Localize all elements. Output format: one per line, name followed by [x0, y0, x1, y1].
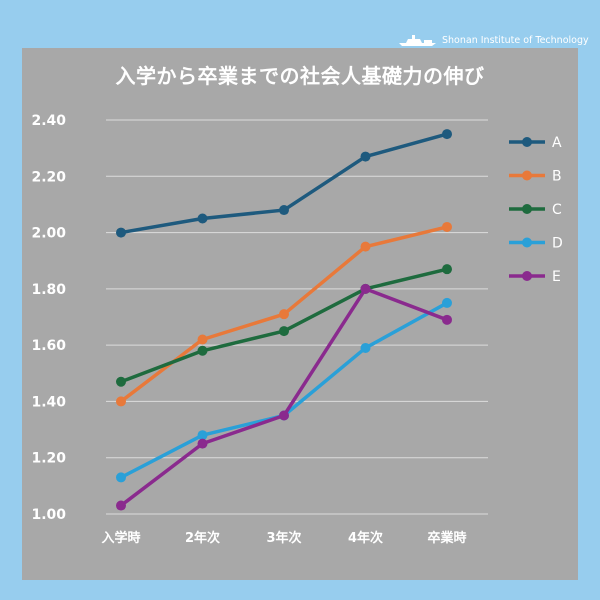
data-point-A: [279, 205, 289, 216]
data-point-D: [360, 342, 371, 353]
x-tick-label: 2年次: [185, 530, 220, 546]
data-point-C: [442, 264, 452, 275]
series-line-E: [119, 287, 449, 508]
data-point-D: [116, 472, 126, 483]
y-tick-label: 1.40: [31, 394, 66, 410]
legend-label-A: A: [552, 135, 562, 151]
legend-marker-D: [522, 237, 532, 248]
legend-label-B: B: [552, 169, 562, 185]
data-point-B: [360, 241, 371, 252]
data-point-C: [116, 376, 126, 387]
x-tick-label: 卒業時: [427, 530, 466, 546]
data-point-B: [279, 309, 289, 320]
legend-marker-B: [522, 170, 532, 181]
legend-marker-A: [522, 137, 532, 147]
series-line-A: [119, 132, 449, 235]
data-point-A: [360, 151, 371, 162]
legend-label-C: C: [552, 202, 562, 218]
y-tick-label: 1.20: [31, 451, 66, 467]
data-point-E: [116, 500, 126, 511]
legend-marker-C: [522, 204, 532, 214]
data-point-C: [279, 326, 289, 337]
y-tick-label: 2.40: [31, 113, 66, 129]
y-tick-label: 1.80: [31, 282, 66, 298]
data-point-E: [360, 283, 371, 294]
data-point-B: [442, 221, 452, 232]
brand-name: Shonan Institute of Technology: [442, 34, 589, 46]
data-point-E: [442, 314, 452, 325]
data-point-C: [197, 345, 208, 356]
data-point-E: [197, 438, 208, 449]
data-point-A: [442, 129, 452, 140]
legend-marker-E: [522, 271, 532, 281]
x-tick-label: 入学時: [101, 530, 140, 546]
data-point-B: [197, 334, 208, 345]
y-tick-label: 2.00: [31, 226, 66, 242]
legend-label-E: E: [552, 269, 561, 285]
y-tick-label: 1.60: [31, 338, 66, 354]
x-tick-label: 3年次: [266, 530, 301, 546]
data-point-D: [442, 297, 452, 308]
series-line-C: [119, 267, 449, 384]
legend-label-D: D: [552, 236, 563, 252]
data-point-B: [116, 396, 126, 407]
y-tick-label: 1.00: [31, 507, 66, 523]
chart-panel: [22, 48, 578, 580]
x-tick-label: 4年次: [348, 530, 383, 546]
brand-logo: Shonan Institute of Technology: [398, 32, 589, 48]
data-point-A: [116, 227, 126, 238]
data-point-A: [197, 213, 208, 224]
y-tick-label: 2.20: [31, 169, 66, 185]
data-point-E: [279, 410, 289, 421]
data-point-D: [197, 430, 208, 441]
chart-title: 入学から卒業までの社会人基礎力の伸び: [115, 64, 485, 88]
ship-icon: [399, 35, 436, 46]
